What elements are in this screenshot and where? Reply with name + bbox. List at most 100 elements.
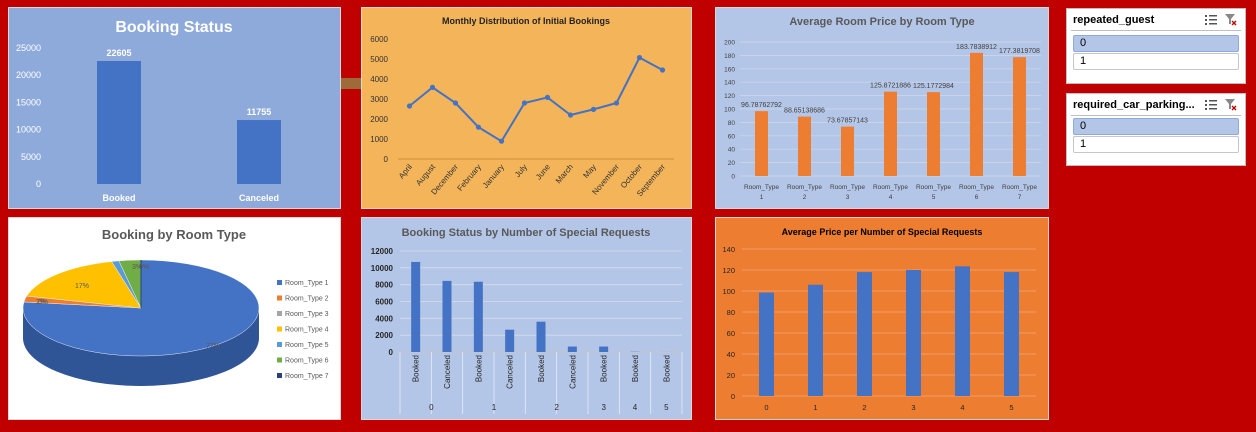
x-tick-label: Canceled <box>443 355 452 389</box>
x-tick-label: Canceled <box>506 355 515 389</box>
y-tick-label: 0 <box>36 179 41 189</box>
group-label: 0 <box>429 403 434 412</box>
group-label: 4 <box>633 403 638 412</box>
x-tick-label: 3 <box>846 194 850 201</box>
y-tick-label: 200 <box>724 40 735 47</box>
data-point-may <box>590 106 597 112</box>
monthly-distribution-chart[interactable]: Monthly Distribution of Initial Bookings… <box>361 7 692 209</box>
x-tick-label: Booked <box>537 355 546 382</box>
chart-title: Average Price per Number of Special Requ… <box>782 227 983 237</box>
status-by-special-requests-chart[interactable]: Booking Status by Number of Special Requ… <box>361 217 692 420</box>
booking-by-room-type-svg: Booking by Room Type77%2%0%17%1%3%0%Room… <box>22 227 329 386</box>
legend-swatch <box>277 295 282 301</box>
clear-filter-icon[interactable] <box>1225 14 1237 26</box>
bar-room-type-2 <box>798 116 811 176</box>
repeated-guest-slicer[interactable]: repeated_guest 0 1 <box>1066 8 1246 84</box>
x-tick-label: Booked <box>631 355 640 382</box>
x-tick-label: April <box>397 162 414 180</box>
monthly-distribution-svg: Monthly Distribution of Initial Bookings… <box>370 16 674 198</box>
y-tick-label: 4000 <box>370 75 388 84</box>
bar-requests-5 <box>1004 272 1019 396</box>
bar-room-type-5 <box>927 92 940 176</box>
booking-status-chart[interactable]: Booking Status 0 5000 10000 15000 20000 25000 2… <box>8 7 341 209</box>
multi-select-icon[interactable] <box>1205 100 1217 110</box>
pie-slice-room-type-4 <box>26 261 142 309</box>
avg-room-price-chart[interactable]: Average Room Price by Room Type 0 20 40 60 80… <box>715 7 1049 209</box>
x-tick-label: 1 <box>813 403 817 412</box>
x-tick-label: Booked <box>412 355 421 382</box>
legend-swatch <box>277 311 282 316</box>
bar-booked-1 <box>473 281 483 352</box>
y-tick-label: 20000 <box>16 70 41 80</box>
legend-swatch <box>277 326 282 332</box>
bar-booked-2 <box>536 321 546 352</box>
y-tick-label: 6000 <box>370 35 388 44</box>
legend-label: Room_Type 6 <box>285 358 329 365</box>
slicer-item-1[interactable]: 1 <box>1073 136 1239 153</box>
x-tick-label: August <box>414 162 437 187</box>
y-tick-label: 5000 <box>21 152 41 162</box>
group-label: 5 <box>664 403 669 412</box>
legend-swatch <box>277 357 282 363</box>
bar-booked-3 <box>599 346 609 352</box>
bar-booked <box>97 61 141 184</box>
y-tick-label: 140 <box>724 80 735 87</box>
clear-filter-icon[interactable] <box>1225 99 1237 111</box>
chart-title: Average Room Price by Room Type <box>789 16 974 28</box>
bar-requests-0 <box>759 292 774 396</box>
data-label: 73.67857143 <box>827 118 868 125</box>
required-car-parking-slicer[interactable]: required_car_parking... 0 1 <box>1066 93 1246 166</box>
y-tick-label: 140 <box>722 245 735 254</box>
bar-requests-4 <box>955 266 970 396</box>
x-tick-label: Room_Type <box>916 184 951 191</box>
slicer-item-1[interactable]: 1 <box>1073 53 1239 70</box>
y-tick-label: 20 <box>727 371 735 380</box>
y-tick-label: 60 <box>727 329 735 338</box>
y-tick-label: 20 <box>728 160 736 167</box>
y-tick-label: 60 <box>728 133 736 140</box>
bar-room-type-3 <box>841 126 854 176</box>
x-tick-label: 7 <box>1018 194 1022 201</box>
booking-by-room-type-chart[interactable]: Booking by Room Type77%2%0%17%1%3%0%Room… <box>8 217 341 420</box>
slicer-header: required_car_parking... <box>1071 97 1241 113</box>
y-tick-label: 80 <box>728 120 736 127</box>
chart-connector <box>341 78 361 89</box>
data-label: 17% <box>75 283 89 290</box>
slicer-item-0[interactable]: 0 <box>1073 118 1239 135</box>
group-label: 3 <box>601 403 606 412</box>
y-tick-label: 0 <box>731 174 735 181</box>
data-label: 183.7838912 <box>956 44 997 51</box>
data-point-june <box>544 94 551 100</box>
data-point-september <box>659 67 666 73</box>
bar-requests-2 <box>857 272 872 396</box>
y-tick-label: 4000 <box>375 314 393 323</box>
data-label: 96.78762792 <box>741 102 782 109</box>
x-tick-label: Canceled <box>568 355 577 389</box>
data-point-december <box>452 100 459 106</box>
y-tick-label: 0 <box>389 348 394 357</box>
legend-swatch <box>277 342 282 347</box>
slicer-icons <box>1205 99 1237 111</box>
data-point-january <box>498 138 505 144</box>
y-tick-label: 6000 <box>375 298 393 307</box>
x-tick-label: 4 <box>889 194 893 201</box>
series-line <box>408 56 663 143</box>
x-tick-label: Room_Type <box>744 184 779 191</box>
bar-canceled-2 <box>567 346 577 352</box>
avg-price-special-requests-chart[interactable]: Average Price per Number of Special Requ… <box>715 217 1049 420</box>
y-tick-label: 100 <box>722 287 735 296</box>
bar-canceled-0 <box>442 280 452 352</box>
avg-price-special-requests-svg: Average Price per Number of Special Requ… <box>722 227 1036 412</box>
data-label: 88.65138686 <box>784 108 825 115</box>
data-label: 125.8721886 <box>870 83 911 90</box>
legend-label: Room_Type 3 <box>285 311 329 318</box>
y-tick-label: 15000 <box>16 97 41 107</box>
multi-select-icon[interactable] <box>1205 15 1217 25</box>
slicer-divider <box>1071 30 1241 31</box>
x-tick-label: 4 <box>960 403 964 412</box>
data-label: 177.3819708 <box>999 48 1040 55</box>
slicer-item-0[interactable]: 0 <box>1073 35 1239 52</box>
x-tick-label: Room_Type <box>1002 184 1037 191</box>
legend-label: Room_Type 4 <box>285 327 329 334</box>
data-label: 77% <box>206 343 220 350</box>
